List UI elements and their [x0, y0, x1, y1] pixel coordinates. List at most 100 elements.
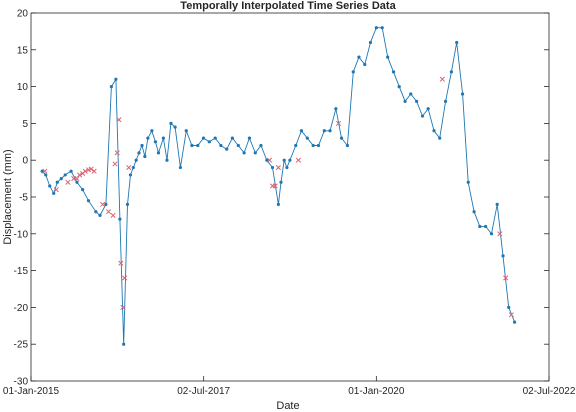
observed-point [472, 210, 476, 214]
y-tick-label: -15 [14, 266, 29, 277]
observed-point [134, 158, 138, 162]
observed-point [55, 180, 59, 184]
observed-point [334, 107, 338, 111]
interpolated-point [120, 304, 126, 310]
observed-point [409, 92, 413, 96]
plot-area [40, 26, 517, 346]
observed-point [374, 26, 378, 30]
interpolated-point [53, 187, 59, 193]
interpolated-point [77, 172, 83, 178]
observed-point [265, 158, 269, 162]
observed-point [368, 40, 373, 45]
interpolated-point [335, 120, 342, 126]
observed-point [285, 165, 289, 170]
interpolated-point [266, 157, 273, 163]
observed-point [59, 177, 63, 181]
interpolated-point [116, 117, 122, 123]
observed-point [512, 320, 517, 324]
observed-point [432, 129, 436, 133]
observed-point [259, 143, 263, 148]
interpolated-point [42, 168, 48, 174]
observed-point [420, 114, 425, 118]
x-tick-label: 01-Jan-2015 [3, 386, 60, 397]
observed-point [94, 210, 98, 214]
interpolated-point [439, 76, 445, 82]
observed-point [165, 158, 169, 162]
observed-point [156, 151, 161, 155]
observed-point [52, 191, 56, 195]
y-tick-label: -10 [14, 229, 29, 240]
observed-point [276, 202, 280, 206]
observed-point [489, 232, 494, 236]
observed-point [357, 55, 361, 59]
observed-point [328, 129, 332, 133]
observed-point [230, 136, 235, 140]
observed-point [426, 107, 430, 111]
observed-point [40, 169, 44, 173]
y-tick-label: 15 [17, 45, 29, 56]
y-tick-label: -5 [19, 193, 28, 204]
displacement-series-line [41, 27, 516, 345]
observed-point [495, 202, 499, 206]
observed-point [128, 173, 133, 177]
observed-point [207, 140, 211, 144]
observed-point [438, 136, 442, 140]
observed-point [363, 62, 367, 67]
observed-point [114, 77, 118, 81]
observed-point [86, 199, 91, 203]
y-tick-label: 10 [17, 82, 29, 93]
observed-point [391, 70, 396, 74]
observed-point [48, 184, 52, 188]
observed-point [213, 136, 217, 140]
observed-point [137, 151, 141, 155]
observed-point [455, 40, 459, 45]
observed-point [190, 143, 194, 148]
observed-point [225, 147, 229, 151]
x-tick-label: 02-Jul-2017 [177, 386, 230, 397]
interpolated-point [65, 179, 71, 185]
x-tick-label: 01-Jan-2020 [348, 386, 405, 397]
observed-point [484, 224, 488, 229]
plot-area-border [30, 12, 550, 382]
observed-point [146, 136, 150, 140]
observed-point [184, 129, 188, 133]
observed-point [75, 180, 79, 184]
observed-point [98, 213, 102, 217]
observed-point [81, 188, 85, 192]
y-tick-label: 5 [22, 119, 28, 130]
observed-point [449, 70, 454, 74]
interpolated-point [88, 166, 94, 172]
chart-title: Temporally Interpolated Time Series Data [180, 0, 396, 12]
observed-point [140, 143, 144, 148]
observed-point [322, 129, 326, 133]
observed-point [478, 224, 482, 229]
interpolated-point [91, 168, 97, 174]
observed-point [178, 165, 183, 170]
interpolated-point [126, 165, 132, 171]
observed-point [282, 158, 286, 162]
observed-point [161, 136, 165, 140]
observed-point [173, 125, 177, 129]
observed-point [299, 129, 304, 133]
observed-point [316, 143, 321, 148]
observed-point [386, 55, 390, 59]
observed-point [118, 217, 122, 221]
interpolated-point [74, 176, 80, 182]
y-axis-label: Displacement (mm) [2, 149, 14, 244]
observed-point [507, 305, 511, 309]
observed-point [294, 143, 298, 148]
observed-point [415, 99, 419, 103]
observed-point [288, 158, 292, 162]
x-axis-label: Date [276, 400, 299, 412]
observed-point [397, 85, 401, 89]
observed-point [219, 143, 223, 148]
interpolated-point [503, 275, 509, 281]
observed-point [339, 136, 344, 140]
interpolated-point [105, 209, 112, 215]
x-tick-label: 02-Jul-2022 [523, 386, 576, 397]
interpolated-point [508, 312, 514, 318]
observed-point [466, 180, 470, 184]
interpolated-point [82, 168, 88, 174]
y-tick-label: -30 [14, 377, 29, 388]
observed-point [196, 143, 200, 148]
